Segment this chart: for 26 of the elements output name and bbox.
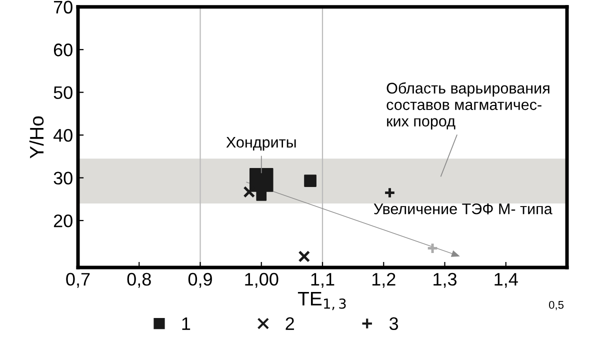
- x-tick-label: 1,3: [434, 272, 457, 288]
- y-tick-label: 40: [53, 129, 72, 142]
- point: [426, 242, 438, 254]
- point: [298, 250, 310, 262]
- legend-label: 2: [286, 317, 294, 330]
- annotation: Увеличение ТЭФ М- типа: [374, 203, 552, 214]
- x-tick-label: 1,1: [311, 273, 334, 288]
- x-tick-label: 1,4: [494, 273, 518, 288]
- x-tick-label: 0,7: [66, 272, 90, 288]
- y-axis-title: Y/Ho: [29, 116, 44, 158]
- point: [243, 186, 256, 198]
- y-tick-label: 20: [54, 214, 72, 228]
- y-tick-label: 60: [54, 44, 72, 56]
- x-tick-label: 0,9: [188, 272, 212, 288]
- y-tick-label: 30: [54, 172, 72, 185]
- legend-label: 3: [389, 317, 398, 330]
- legend-label: 1: [182, 317, 190, 330]
- y-tick-label: 50: [54, 86, 72, 100]
- annotation: Область варьирования составов магматичес- ких пород: [386, 82, 550, 130]
- x-tick-label: 1,00: [245, 272, 278, 288]
- x-tick-label: 0,8: [127, 272, 151, 288]
- text: 0,5: [548, 300, 564, 310]
- annotation: Хондриты: [226, 136, 296, 151]
- y-tick-label: 70: [54, 0, 72, 14]
- x-tick-label: 1,2: [372, 272, 396, 288]
- x-axis-title: TE$_{1,3}$: [298, 292, 346, 310]
